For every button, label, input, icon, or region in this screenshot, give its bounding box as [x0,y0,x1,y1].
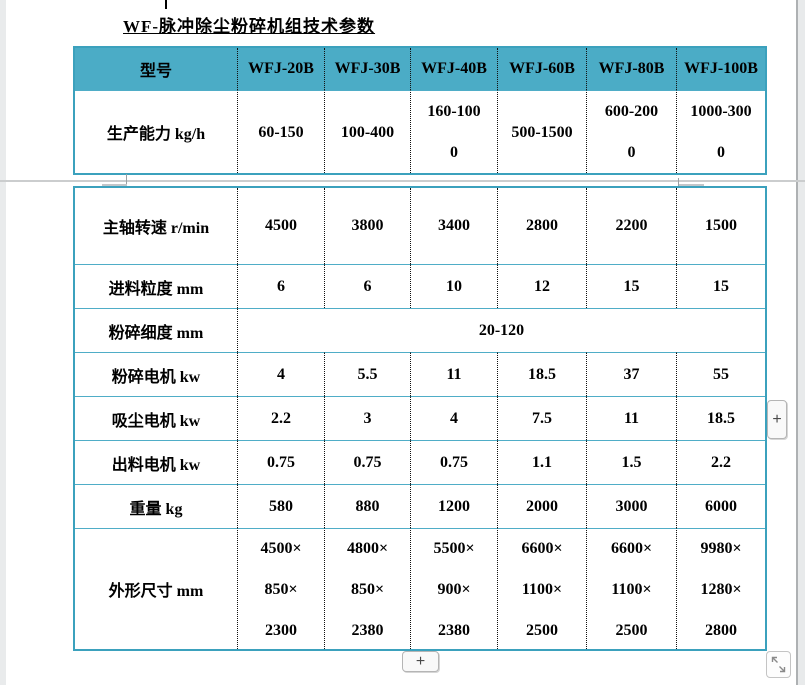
table-cell: 9980× 1280× 2800 [676,528,765,649]
add-row-button[interactable]: + [402,651,439,672]
table-cell: 3400 [410,188,497,264]
table-cell: 0.75 [410,440,497,484]
table-cell: 2.2 [237,396,324,440]
table-cell: 15 [676,264,765,308]
table-cell: 4 [237,352,324,396]
column-header-model: WFJ-60B [497,48,586,90]
table-cell: 2800 [497,188,586,264]
table-cell: 6600× 1100× 2500 [497,528,586,649]
table-cell: 1.5 [586,440,676,484]
row-label: 进料粒度 mm [75,264,237,308]
table-cell: 160-100 0 [410,90,497,173]
table-cell: 4 [410,396,497,440]
table-cell: 880 [324,484,410,528]
row-label: 粉碎电机 kw [75,352,237,396]
page-break-divider [0,180,805,182]
table-resize-handle[interactable] [766,651,791,678]
row-label: 主轴转速 r/min [102,220,210,237]
table-cell: 2.2 [676,440,765,484]
table-cell: 18.5 [497,352,586,396]
row-label: 生产能力 kg/h [75,90,237,173]
row-label: 重量 kg [75,484,237,528]
column-header-model: WFJ-100B [676,48,765,90]
table-cell: 3 [324,396,410,440]
table-cell: 6000 [676,484,765,528]
table-cell: 15 [586,264,676,308]
table-cell: 4500× 850× 2300 [237,528,324,649]
left-gutter [0,0,6,685]
row-label: 吸尘电机 kw [75,396,237,440]
table-cell: 5500× 900× 2380 [410,528,497,649]
table-cell: 6 [324,264,410,308]
table-cell: 600-200 0 [586,90,676,173]
table-cell: 5.5 [324,352,410,396]
right-gutter [798,0,805,685]
page-break-handle-left-line [126,174,127,188]
plus-icon: + [772,410,782,428]
add-column-button[interactable]: + [767,400,787,439]
text-caret [165,0,167,9]
plus-icon: + [415,652,426,670]
row-label: 粉碎细度 mm [75,308,237,352]
document-title: WF-脉冲除尘粉碎机组技术参数 [123,17,376,36]
table-cell: 6 [237,264,324,308]
column-header-label: 型号 [75,48,237,90]
table-cell: 100-400 [324,90,410,173]
row-label: 出料电机 kw [75,440,237,484]
table-cell: 2000 [497,484,586,528]
table-cell: 11 [586,396,676,440]
right-edge-line [796,0,798,685]
table-cell: 7.5 [497,396,586,440]
table-cell: 60-150 [237,90,324,173]
table-cell: 4500 [237,188,324,264]
table-part-2: 主轴转速 r/min 4500 3800 3400 2800 2200 1500 进料粒度 m… [73,186,767,651]
column-header-model: WFJ-80B [586,48,676,90]
table-cell: 0.75 [237,440,324,484]
table-part-1: 型号 WFJ-20B WFJ-30B WFJ-40B WFJ-60B WFJ-80B WFJ… [73,46,767,175]
table-cell: 4800× 850× 2380 [324,528,410,649]
table-cell: 1500 [676,188,765,264]
table-cell: 18.5 [676,396,765,440]
table-cell: 11 [410,352,497,396]
table-cell: 37 [586,352,676,396]
table-cell: 55 [676,352,765,396]
table-cell: 6600× 1100× 2500 [586,528,676,649]
column-header-model: WFJ-30B [324,48,410,90]
table-cell: 500-1500 [497,90,586,173]
table-cell: 3800 [324,188,410,264]
resize-diagonal-icon [771,656,786,673]
table-cell: 3000 [586,484,676,528]
table-cell: 1.1 [497,440,586,484]
table-cell: 12 [497,264,586,308]
table-cell: 1000-300 0 [676,90,765,173]
row-label: 外形尺寸 mm [75,528,237,649]
table-cell: 0.75 [324,440,410,484]
table-cell: 1200 [410,484,497,528]
page-break-handle-right-line [678,178,679,188]
table-cell: 10 [410,264,497,308]
table-cell-merged: 20-120 [237,308,765,352]
column-header-model: WFJ-40B [410,48,497,90]
table-cell: 580 [237,484,324,528]
table-cell: 2200 [586,188,676,264]
column-header-model: WFJ-20B [237,48,324,90]
